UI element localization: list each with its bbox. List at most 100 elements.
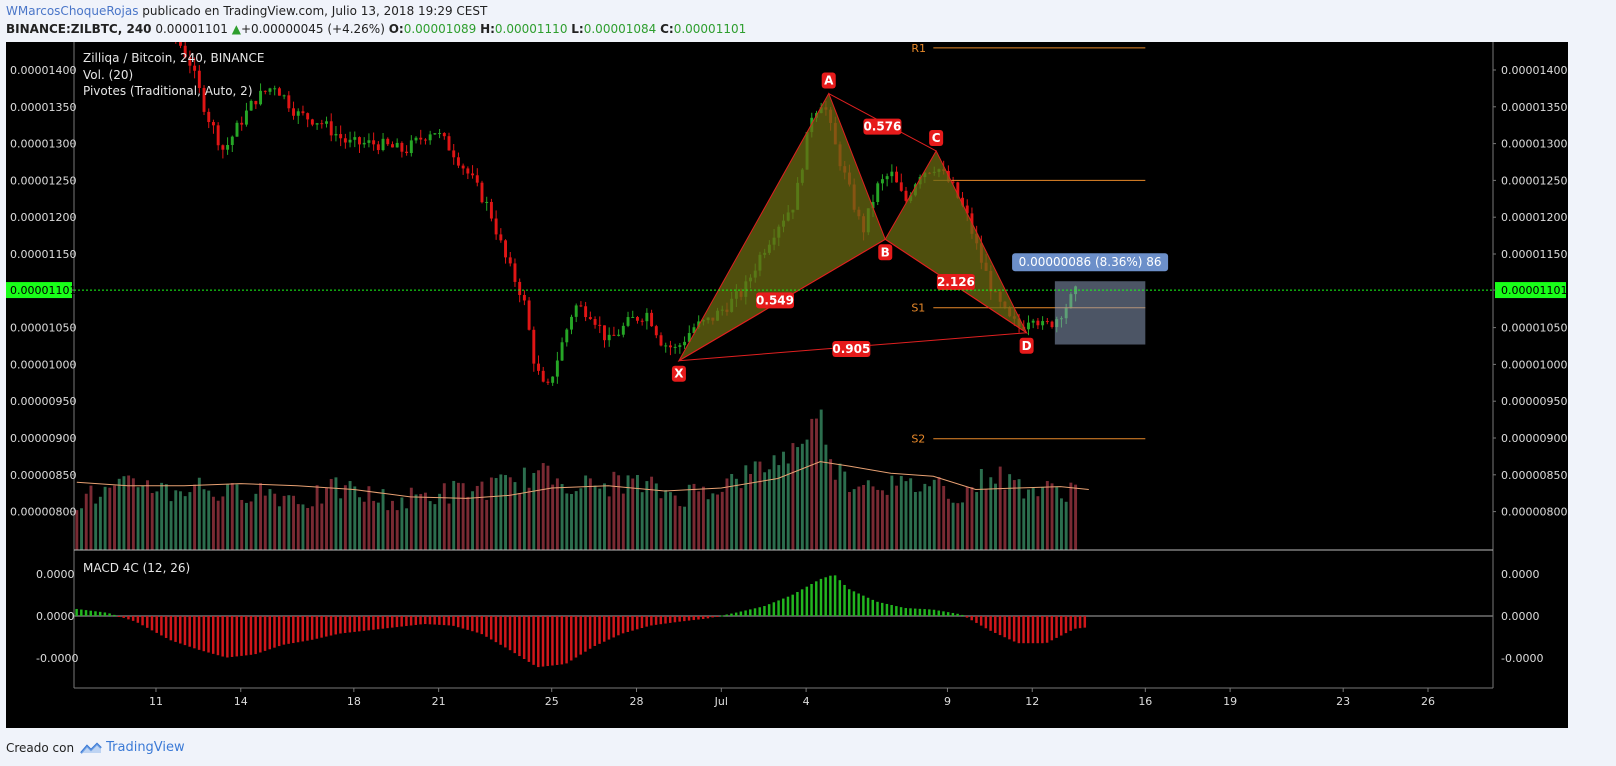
macd-bar [668,616,672,623]
volume-bar [414,494,418,550]
volume-bar [1017,479,1021,550]
volume-bar [584,475,588,550]
macd-bar [942,611,945,616]
volume-bar [456,482,460,550]
tradingview-link[interactable]: TradingView [106,740,185,755]
price-chart[interactable]: R1 S1 S2 X A B C D 0.549 0.576 2.126 0.905 0.000000… [6,0,1568,728]
macd-bar [480,616,484,635]
volume-bar [160,482,164,550]
candle-body [574,305,578,317]
volume-bar [782,451,785,550]
macd-bar [664,616,667,624]
pattern-ratio-text: 2.126 [937,275,975,289]
macd-bar [640,616,644,628]
y-tick-right: 0.00001350 [1501,101,1567,114]
volume-bar [805,439,809,550]
x-tick-label: 12 [1025,695,1039,708]
candle-body [348,139,352,143]
macd-bar [141,616,144,626]
candle-body [621,325,625,335]
author-link[interactable]: WMarcosChoqueRojas [6,4,139,18]
macd-bar [179,616,182,644]
y-tick-left: 0.00000800 [10,506,76,519]
volume-bar [508,477,512,550]
macd-bar [885,603,889,616]
candle-body [965,205,969,214]
macd-bar [994,616,997,633]
candle-body [310,119,314,125]
macd-bar [725,614,728,616]
macd-bar [146,616,149,628]
candle-body [1050,321,1054,328]
volume-bar [499,474,503,550]
volume-bar [565,493,569,550]
volume-bar [697,491,701,550]
candle-body [635,317,639,321]
macd-tick-left: -0.0000 [36,652,78,665]
change-up-icon: ▲ [231,22,241,36]
pattern-ratio-bg [832,340,871,357]
volume-bar [833,479,837,550]
macd-bar [659,616,663,625]
symbol-interval: BINANCE:ZILBTC, 240 [6,22,152,36]
candle-body [179,36,182,46]
volume-ma-line [76,461,1089,499]
macd-bar [160,616,163,636]
volume-bar [640,492,644,550]
candle-body [951,181,955,183]
volume-bar [989,477,993,550]
pattern-ratio-bg [936,273,975,290]
y-tick-right: 0.00001101 [1501,284,1567,297]
y-tick-left: 0.00000900 [10,432,76,445]
candle-body [226,144,230,150]
macd-bar [320,616,323,638]
pattern-point-x: X [671,365,686,382]
macd-tick-left: 0.0000 [36,568,75,581]
volume-bar [626,475,630,550]
candle-body [626,317,630,326]
macd-bar [650,616,653,626]
volume-bar [607,496,611,550]
macd-bar [862,595,865,616]
candle-body [282,95,286,97]
y-tick-right: 0.00001150 [1501,248,1567,261]
volume-bar [461,483,465,550]
volume-bar [1031,487,1035,550]
macd-bar [791,594,794,616]
volume-bar [734,478,738,550]
candle-body [668,345,672,348]
candle-body [1036,320,1040,326]
macd-bar [466,616,469,630]
candle-body [687,333,691,342]
candle-body [956,182,960,198]
macd-bar [532,616,535,665]
volume-bar [325,487,328,550]
macd-label: MACD 4C (12, 26) [83,561,190,575]
macd-bar [537,616,540,668]
volume-bar [113,485,116,550]
volume-bar [942,485,946,550]
pattern-bcd-triangle [884,149,1028,335]
volume-bar [588,478,592,550]
x-tick-label: 14 [234,695,248,708]
volume-bar [188,492,192,550]
volume-bar [367,486,371,550]
pattern-point-a: A [821,72,836,89]
volume-bar [918,491,922,550]
candle-body [306,113,310,120]
chart-frame[interactable]: R1 S1 S2 X A B C D 0.549 0.576 2.126 0.905 0.000000… [6,0,1568,728]
x-tick-label: 4 [803,695,810,708]
volume-bar [843,471,847,550]
measure-box [1054,281,1146,345]
candle-body [386,138,390,145]
volume-bar [650,476,654,550]
macd-bar [136,616,140,623]
macd-bar [452,616,455,626]
macd-bar [876,601,879,616]
candle-body [551,376,555,383]
volume-bar [692,483,696,550]
volume-bar [687,484,691,550]
pattern-point-c: C [929,129,944,146]
volume-bar [292,495,296,550]
tradingview-brand[interactable]: TradingView [80,740,185,756]
